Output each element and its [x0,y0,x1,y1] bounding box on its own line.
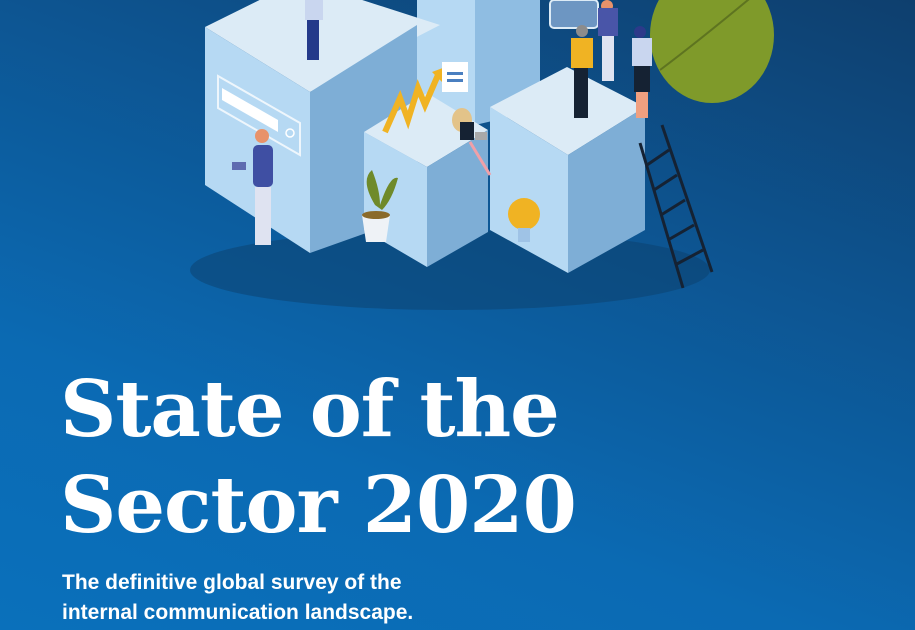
person-top-left [305,0,323,60]
cover-illustration [190,0,774,310]
cover-subtitle-line-2: internal communication landscape. [62,601,414,624]
cover-title-line-1: State of the [60,364,560,455]
right-cube [490,67,645,273]
cover-subtitle-line-1: The definitive global survey of the [62,571,402,594]
chat-bubble-icon [442,62,468,92]
screen-icon [549,0,599,29]
group-of-people [571,0,652,118]
cover-subtitle: The definitive global survey of the inte… [62,568,413,628]
person-standing-laptop [232,129,273,245]
search-bar-icon [217,74,301,157]
person-sitting-laptop [452,108,492,176]
lightbulb-icon [508,198,540,242]
cover-title-line-2: Sector 2020 [60,460,577,551]
ladder-icon [638,124,714,289]
plant-icon [362,170,398,242]
leaf-icon [650,0,774,103]
growth-arrow-icon [382,73,441,134]
cover-title: State of the Sector 2020 [60,362,577,554]
